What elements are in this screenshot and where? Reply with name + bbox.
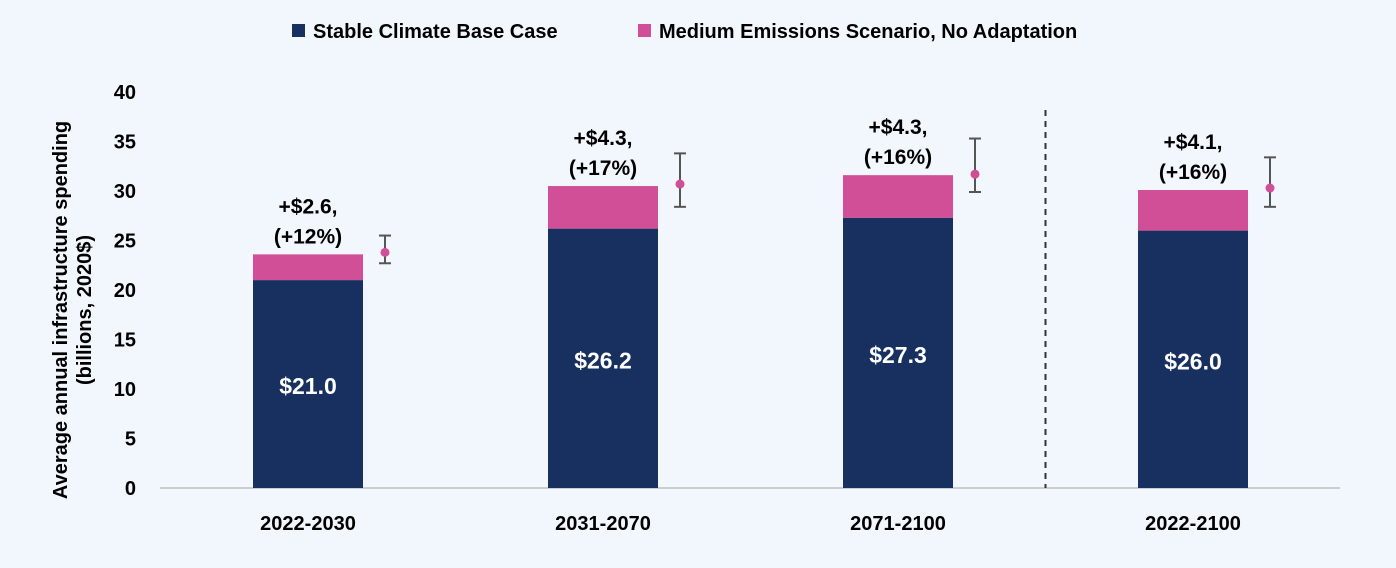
increase-value-label: +$4.3, [869,116,928,139]
y-tick-label: 0 [125,478,136,500]
y-tick-label: 15 [114,330,136,352]
y-tick-label: 30 [114,181,136,203]
y-tick-label: 20 [114,280,136,302]
y-axis-ticks: 0 5 10 15 20 25 30 35 40 [114,82,136,500]
base-value-label: $27.3 [869,342,927,368]
increase-percent-label: (+12%) [274,225,342,248]
bar-base [1138,230,1248,488]
error-bar-point [675,179,685,189]
base-value-label: $26.2 [574,347,632,373]
legend-swatch-scenario [638,24,651,37]
y-axis-title: Average annual infrastructure spending (… [50,121,96,499]
legend: Stable Climate Base Case Medium Emission… [292,21,1077,43]
increase-percent-label: (+16%) [1159,161,1227,184]
y-axis-title-line-1: Average annual infrastructure spending [50,121,72,499]
error-bar-point [1265,183,1275,193]
error-bar-point [970,169,980,179]
increase-value-label: +$2.6, [279,195,338,218]
legend-swatch-base [292,24,305,37]
base-value-label: $21.0 [279,373,337,399]
increase-value-label: +$4.3, [574,127,633,150]
bar-increase [253,254,363,281]
y-tick-label: 10 [114,379,136,401]
bar-increase [1138,190,1248,231]
increase-percent-label: (+16%) [864,146,932,169]
y-axis-title-line-2: (billions, 2020$) [74,235,96,385]
legend-label-base: Stable Climate Base Case [313,21,558,43]
bar-increase [843,175,953,218]
bar-base [253,280,363,488]
y-tick-label: 35 [114,132,136,154]
bar-base [548,228,658,488]
error-bar-point [380,247,390,257]
base-value-label: $26.0 [1164,348,1222,374]
x-category-label: 2022-2100 [1145,513,1241,535]
x-category-label: 2031-2070 [555,513,651,535]
y-tick-label: 40 [114,82,136,104]
legend-label-scenario: Medium Emissions Scenario, No Adaptation [659,21,1077,43]
bars: $21.0 +$2.6, (+12%) $26.2 +$4.3, (+17%) $27.3 +… [253,116,1276,489]
bar-increase [548,186,658,229]
y-tick-label: 5 [125,429,136,451]
y-tick-label: 25 [114,231,136,253]
x-axis-labels: 2022-2030 2031-2070 2071-2100 2022-2100 [260,513,1241,535]
increase-value-label: +$4.1, [1164,131,1223,154]
increase-percent-label: (+17%) [569,157,637,180]
x-category-label: 2071-2100 [850,513,946,535]
x-category-label: 2022-2030 [260,513,356,535]
bar-base [843,217,953,489]
